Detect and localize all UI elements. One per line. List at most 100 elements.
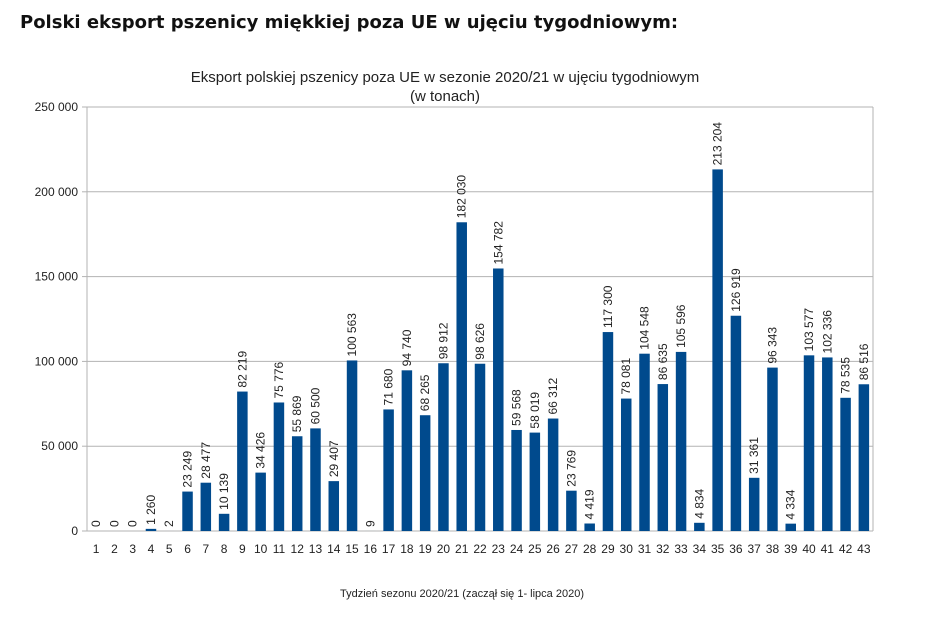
x-tick-label: 6 [184,542,191,556]
x-tick-label: 16 [364,542,378,556]
bar [675,351,687,531]
data-label: 55 869 [290,395,304,432]
data-label: 71 680 [382,368,396,405]
x-tick-label: 40 [802,542,816,556]
x-tick-label: 4 [148,542,155,556]
x-tick-label: 37 [748,542,762,556]
data-label: 86 635 [656,343,670,380]
bar [310,428,321,531]
bar [474,363,486,531]
data-label: 78 081 [619,358,633,395]
bar [712,169,723,532]
bar [511,429,522,531]
x-tick-label: 32 [656,542,670,556]
y-tick-label: 150 000 [35,270,79,284]
x-tick-label: 30 [620,542,634,556]
x-axis-ticks: 1 2 3 4 5 6 7 8 9 10 11 12 13 14 15 16 17 18 19 20 21 22 23 24 2… [93,542,871,556]
x-tick-label: 43 [857,542,871,556]
page-heading: Polski eksport pszenicy miękkiej poza UE… [20,12,679,33]
data-label: 103 577 [802,308,816,352]
data-label: 104 548 [638,306,652,350]
bar [694,522,705,531]
x-tick-label: 26 [546,542,560,556]
x-tick-label: 25 [528,542,542,556]
x-tick-label: 14 [327,542,341,556]
y-tick-label: 250 000 [35,100,79,114]
x-axis-title: Tydzień sezonu 2020/21 (zaczął się 1- li… [340,588,584,600]
y-tick-label: 50 000 [41,439,78,453]
data-label: 98 912 [436,322,450,359]
data-label: 78 535 [839,357,853,394]
bar [419,415,431,531]
x-tick-label: 27 [565,542,579,556]
data-label: 23 769 [564,450,578,487]
data-label: 0 [107,520,121,527]
data-label: 31 361 [747,437,761,474]
bar [785,523,796,531]
data-label: 66 312 [546,378,560,415]
x-tick-label: 19 [418,542,432,556]
x-tick-label: 12 [291,542,305,556]
y-tick-label: 100 000 [35,354,79,368]
x-tick-label: 11 [273,542,286,556]
data-label: 4 334 [784,489,798,519]
x-tick-label: 35 [711,542,725,556]
bar [529,432,541,531]
bar [584,523,595,531]
chart-title: Eksport polskiej pszenicy poza UE w sezo… [191,69,700,86]
x-tick-label: 38 [766,542,780,556]
x-tick-label: 10 [254,542,268,556]
data-label: 29 407 [327,440,341,477]
x-tick-label: 22 [473,542,487,556]
bar [748,477,760,531]
y-tick-label: 200 000 [35,185,79,199]
x-tick-label: 23 [492,542,506,556]
data-label: 94 740 [400,329,414,366]
bar [200,482,212,531]
bar [255,472,266,531]
x-tick-label: 13 [309,542,323,556]
data-label: 34 426 [254,432,268,469]
data-label: 0 [126,520,140,527]
data-label: 58 019 [528,392,542,429]
x-tick-label: 7 [202,542,209,556]
data-label: 2 [162,520,176,527]
x-tick-label: 34 [693,542,707,556]
chart-subtitle: (w tonach) [410,88,480,105]
x-tick-label: 1 [93,542,100,556]
bar [346,360,358,531]
data-label: 213 204 [711,122,725,166]
bar [620,398,632,531]
bar [383,409,394,531]
y-tick-label: 0 [71,524,78,538]
data-label: 68 265 [418,374,432,411]
bar [547,418,559,531]
data-label: 86 516 [857,343,871,380]
bar [182,491,193,531]
data-label: 4 834 [692,488,706,518]
bar [639,353,650,531]
x-tick-label: 31 [638,542,652,556]
bar [803,355,815,531]
data-label: 126 919 [729,268,743,312]
x-tick-label: 17 [382,542,396,556]
x-tick-label: 20 [437,542,451,556]
bar [456,222,467,532]
data-label: 82 219 [235,351,249,388]
x-tick-label: 36 [729,542,743,556]
bar [273,402,285,531]
bar [218,513,230,531]
data-label: 4 419 [583,489,597,519]
x-tick-label: 8 [221,542,228,556]
x-tick-label: 28 [583,542,597,556]
bar [328,481,340,531]
data-label: 0 [89,520,103,527]
bar [145,528,157,531]
bar [822,357,833,531]
x-tick-label: 39 [784,542,798,556]
data-label: 182 030 [455,175,469,219]
x-tick-label: 33 [674,542,688,556]
data-label: 117 300 [601,285,615,328]
x-tick-label: 15 [345,542,359,556]
